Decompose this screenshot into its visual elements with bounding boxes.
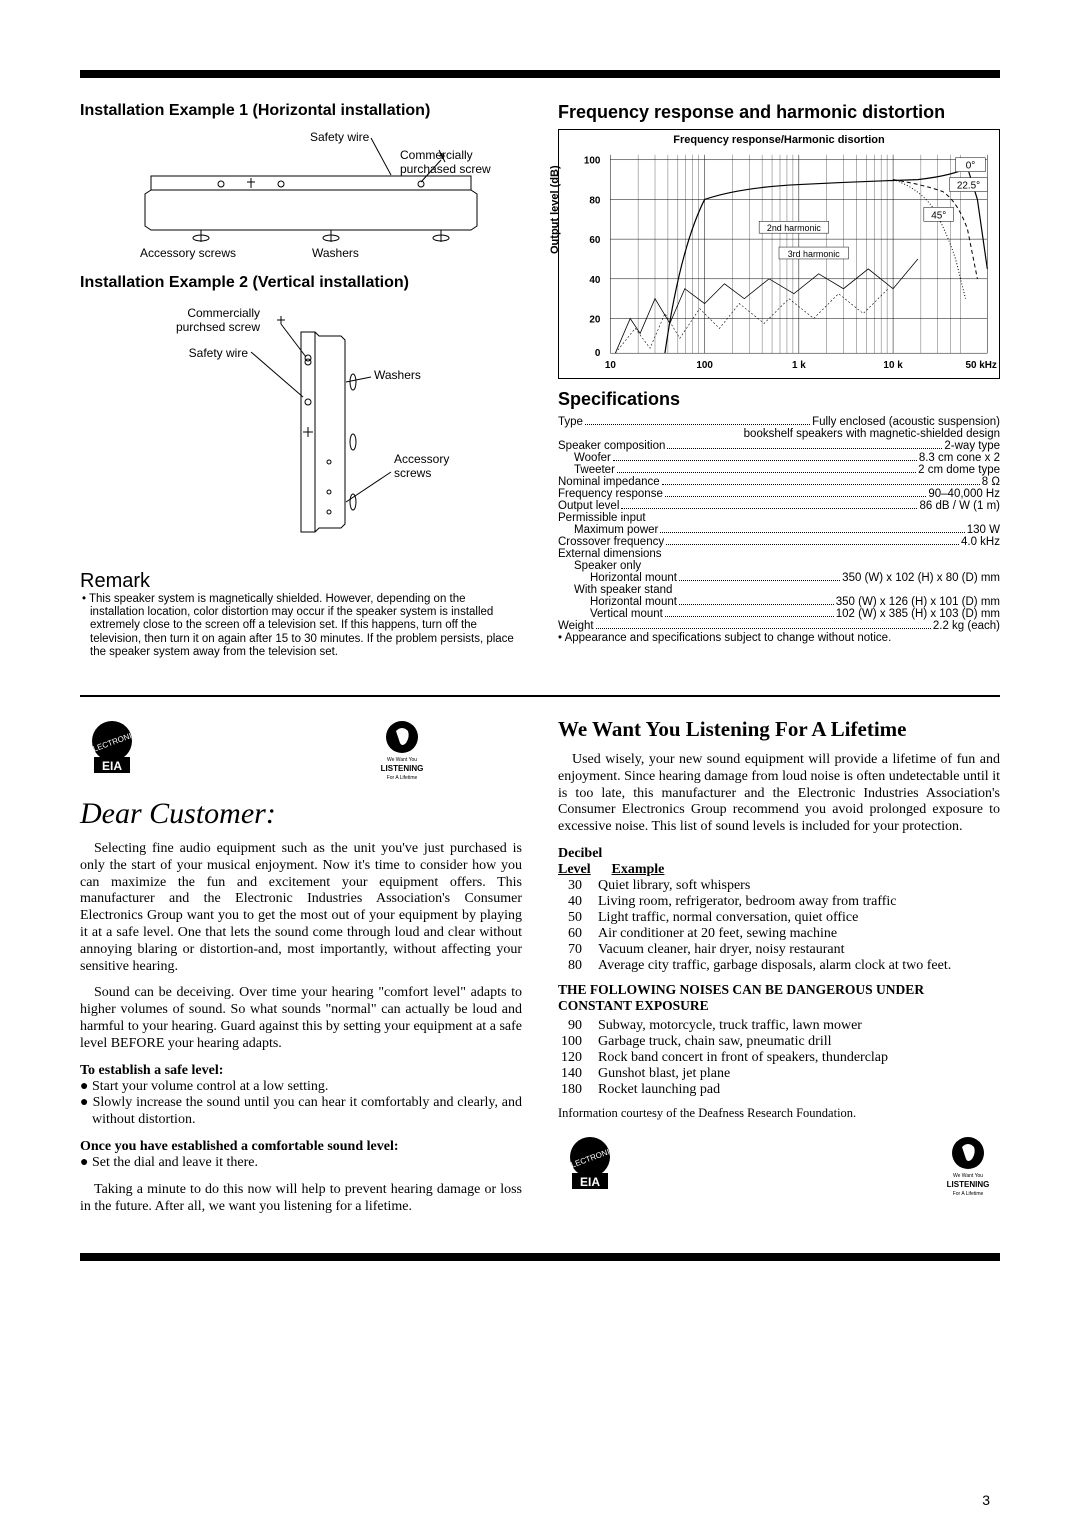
install-ex1-diagram: Safety wire Commercially purchased screw… — [80, 130, 522, 260]
letter-p1: Selecting fine audio equipment such as t… — [80, 841, 522, 975]
svg-text:We Want You: We Want You — [953, 1173, 983, 1179]
label-safety-wire: Safety wire — [310, 130, 369, 144]
remark-heading: Remark — [80, 570, 522, 593]
spec-line: Horizontal mount350 (W) x 102 (H) x 80 (… — [558, 572, 1000, 584]
spec-line: bookshelf speakers with magnetic-shielde… — [558, 428, 1000, 440]
specs-heading: Specifications — [558, 389, 1000, 410]
eia-logo-2: ELECTRONIC EIA — [558, 1133, 622, 1197]
letter-p2: Sound can be deceiving. Over time your h… — [80, 985, 522, 1052]
svg-text:1 k: 1 k — [792, 360, 806, 371]
svg-text:100: 100 — [696, 360, 713, 371]
decibel-row: 100Garbage truck, chain saw, pneumatic d… — [558, 1034, 1000, 1050]
listening-logo-2: We Want You LISTENING For A Lifetime — [936, 1133, 1000, 1197]
dear-customer: Dear Customer: — [80, 797, 522, 831]
svg-text:40: 40 — [589, 274, 601, 285]
label-comm-screw: Commercially purchased screw — [400, 148, 520, 176]
svg-text:LISTENING: LISTENING — [947, 1180, 990, 1189]
svg-text:10: 10 — [605, 360, 617, 371]
svg-text:2nd harmonic: 2nd harmonic — [767, 223, 822, 233]
spec-line: Maximum power130 W — [558, 524, 1000, 536]
decibel-row: 90Subway, motorcycle, truck traffic, law… — [558, 1018, 1000, 1034]
svg-text:LISTENING: LISTENING — [380, 764, 423, 773]
freq-chart: Frequency response/Harmonic disortion Ou… — [558, 129, 1000, 379]
freq-heading: Frequency response and harmonic distorti… — [558, 102, 1000, 123]
install-ex1-title: Installation Example 1 (Horizontal insta… — [80, 102, 522, 120]
spec-line: Speaker composition2-way type — [558, 440, 1000, 452]
spec-line: Permissible input — [558, 512, 1000, 524]
specs-note: • Appearance and specifications subject … — [558, 632, 1000, 644]
label-washers2: Washers — [374, 368, 421, 382]
svg-text:0: 0 — [595, 348, 601, 359]
page-number: 3 — [982, 1492, 990, 1508]
letter-p3: Taking a minute to do this now will help… — [80, 1182, 522, 1216]
safe-b2: ● Slowly increase the sound until you ca… — [80, 1095, 522, 1129]
install-ex2-diagram: Commercially purchsed screw Safety wire … — [80, 302, 522, 562]
spec-line: Woofer8.3 cm cone x 2 — [558, 452, 1000, 464]
bottom-rule — [80, 1253, 1000, 1261]
safe-b1: ● Start your volume control at a low set… — [80, 1079, 522, 1096]
spec-line: Weight2.2 kg (each) — [558, 620, 1000, 632]
label-acc-screws2: Accessory screws — [394, 452, 474, 480]
mid-rule — [80, 695, 1000, 697]
svg-text:For A Lifetime: For A Lifetime — [386, 775, 417, 781]
db-header: Decibel Level Example — [558, 846, 1000, 878]
lifetime-p1: Used wisely, your new sound equipment wi… — [558, 752, 1000, 836]
spec-line: Output level86 dB / W (1 m) — [558, 500, 1000, 512]
top-rule — [80, 70, 1000, 78]
chart-title: Frequency response/Harmonic disortion — [559, 134, 999, 146]
decibel-row: 140Gunshot blast, jet plane — [558, 1066, 1000, 1082]
decibel-row: 80Average city traffic, garbage disposal… — [558, 958, 1000, 974]
db-rows-safe: 30Quiet library, soft whispers40Living r… — [558, 878, 1000, 974]
label-acc-screws: Accessory screws — [140, 246, 236, 260]
specs-list: TypeFully enclosed (acoustic suspension)… — [558, 416, 1000, 632]
decibel-row: 180Rocket launching pad — [558, 1082, 1000, 1098]
spec-line: Vertical mount102 (W) x 385 (H) x 103 (D… — [558, 608, 1000, 620]
svg-text:We Want You: We Want You — [387, 757, 417, 763]
spec-line: With speaker stand — [558, 584, 1000, 596]
listening-logo: We Want You LISTENING For A Lifetime — [370, 717, 434, 781]
svg-text:EIA: EIA — [102, 759, 122, 773]
install-ex2-title: Installation Example 2 (Vertical install… — [80, 274, 522, 292]
svg-text:80: 80 — [589, 195, 601, 206]
decibel-row: 70Vacuum cleaner, hair dryer, noisy rest… — [558, 942, 1000, 958]
chart-ylabel: Output level (dB) — [549, 165, 561, 254]
decibel-row: 50Light traffic, normal conversation, qu… — [558, 910, 1000, 926]
decibel-row: 40Living room, refrigerator, bedroom awa… — [558, 894, 1000, 910]
lifetime-heading: We Want You Listening For A Lifetime — [558, 717, 1000, 742]
once-h: Once you have established a comfortable … — [80, 1139, 522, 1155]
spec-line: Crossover frequency4.0 kHz — [558, 536, 1000, 548]
info-note: Information courtesy of the Deafness Res… — [558, 1106, 1000, 1121]
db-rows-danger: 90Subway, motorcycle, truck traffic, law… — [558, 1018, 1000, 1098]
svg-text:EIA: EIA — [580, 1175, 600, 1189]
safe-level-h: To establish a safe level: — [80, 1063, 522, 1079]
spec-line: TypeFully enclosed (acoustic suspension) — [558, 416, 1000, 428]
svg-text:100: 100 — [584, 155, 601, 166]
remark-body: • This speaker system is magnetically sh… — [80, 593, 522, 659]
spec-line: External dimensions — [558, 548, 1000, 560]
spec-line: Frequency response90–40,000 Hz — [558, 488, 1000, 500]
svg-text:3rd harmonic: 3rd harmonic — [788, 249, 841, 259]
svg-text:50 kHz: 50 kHz — [965, 360, 996, 371]
svg-text:20: 20 — [589, 314, 601, 325]
label-washers: Washers — [312, 246, 359, 260]
decibel-row: 60Air conditioner at 20 feet, sewing mac… — [558, 926, 1000, 942]
svg-text:0°: 0° — [966, 160, 976, 171]
eia-logo: ELECTRONIC EIA — [80, 717, 144, 781]
decibel-row: 30Quiet library, soft whispers — [558, 878, 1000, 894]
spec-line: Speaker only — [558, 560, 1000, 572]
decibel-row: 120Rock band concert in front of speaker… — [558, 1050, 1000, 1066]
svg-text:10 k: 10 k — [883, 360, 903, 371]
svg-text:45°: 45° — [931, 210, 946, 221]
spec-line: Horizontal mount350 (W) x 126 (H) x 101 … — [558, 596, 1000, 608]
svg-text:For A Lifetime: For A Lifetime — [953, 1191, 984, 1197]
spec-line: Nominal impedance8 Ω — [558, 476, 1000, 488]
danger-heading: THE FOLLOWING NOISES CAN BE DANGEROUS UN… — [558, 982, 1000, 1014]
label-comm-screw2: Commercially purchsed screw — [160, 306, 260, 334]
svg-text:22.5°: 22.5° — [957, 180, 980, 191]
svg-text:60: 60 — [589, 235, 601, 246]
once-b1: ● Set the dial and leave it there. — [80, 1155, 522, 1172]
spec-line: Tweeter2 cm dome type — [558, 464, 1000, 476]
label-safety-wire2: Safety wire — [180, 346, 248, 360]
